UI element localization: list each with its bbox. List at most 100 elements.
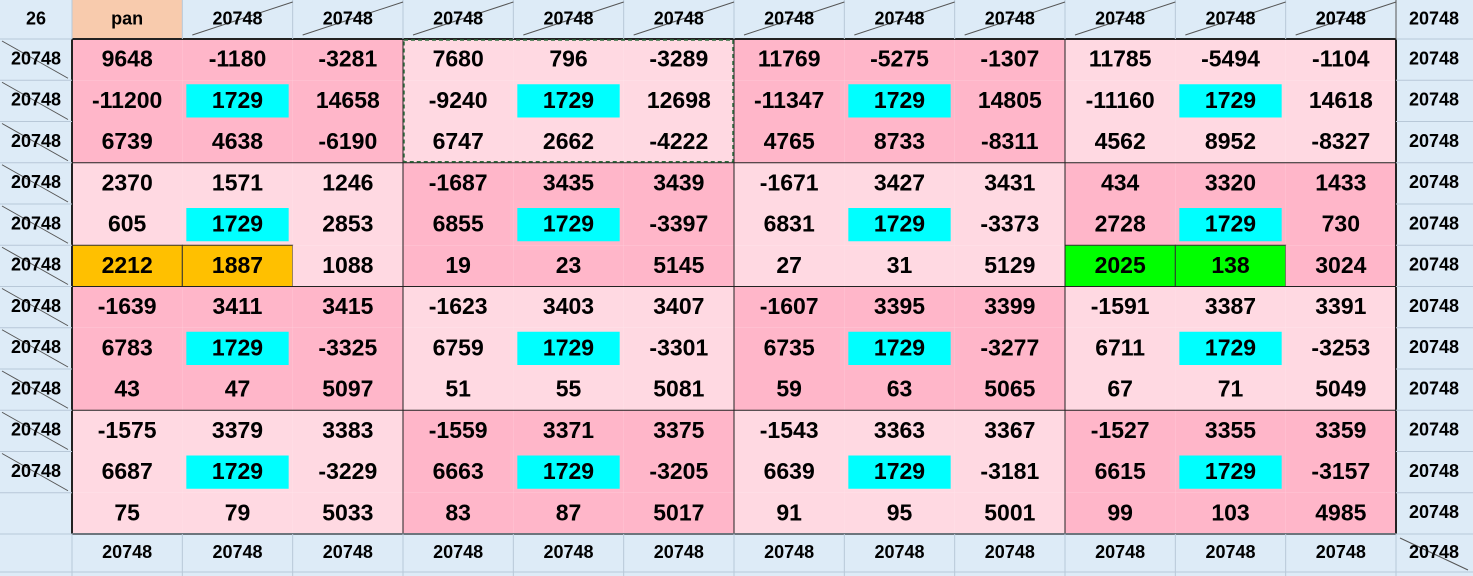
cell-value: 6783: [102, 334, 153, 360]
cell-bg: [623, 39, 734, 81]
cell-value: 55: [556, 376, 582, 402]
diagonal: [1, 453, 69, 492]
cell-value: 63: [887, 376, 913, 402]
cell-bg: [954, 410, 1065, 452]
cell-value: -3373: [980, 211, 1039, 237]
cell-value: 9648: [102, 46, 153, 72]
cell-bg: [848, 84, 951, 118]
diagonal: [523, 1, 624, 36]
diagonal: [1074, 1, 1176, 36]
column-header: 20748: [433, 8, 483, 28]
cell-value: -3281: [318, 46, 377, 72]
cell-value: -4222: [649, 128, 708, 154]
cell-bg: [734, 410, 845, 452]
cell-bg: [1179, 455, 1282, 489]
cell-bg: [182, 492, 293, 534]
cell-bg: [186, 84, 289, 118]
cell-bg: [734, 286, 845, 328]
cell-bg: [182, 162, 293, 204]
column-header: 20748: [1095, 8, 1145, 28]
cell-value: 6711: [1095, 334, 1145, 360]
cell-bg: [1175, 162, 1286, 204]
cell-bg: [954, 162, 1065, 204]
column-header: 20748: [1316, 8, 1366, 28]
diagonal: [192, 1, 293, 36]
cell-value: 2212: [102, 252, 153, 278]
cell-bg: [292, 492, 403, 534]
column-header: 20748: [323, 8, 373, 28]
cell-value: -1639: [98, 293, 157, 319]
cell-bg: [292, 121, 403, 163]
diagonal: [1399, 537, 1469, 571]
cell-value: 11785: [1089, 46, 1152, 72]
cell-value: 5017: [653, 499, 704, 525]
cell-value: -1575: [98, 417, 157, 443]
cell-bg: [403, 369, 514, 411]
cell-bg: [517, 455, 620, 489]
cell-bg: [1175, 39, 1286, 81]
cell-bg: [292, 327, 403, 369]
cell-value: 5033: [322, 499, 373, 525]
cell-value: 8733: [874, 128, 925, 154]
cell-bg: [848, 331, 951, 365]
cell-value: -8327: [1311, 128, 1370, 154]
cell-value: 3367: [984, 417, 1035, 443]
cell-bg: [844, 369, 955, 411]
cell-value: 99: [1107, 499, 1133, 525]
cell-value: 3359: [1315, 417, 1366, 443]
diagonal: [1185, 1, 1286, 36]
diagonal: [743, 1, 845, 36]
cell-bg: [623, 121, 734, 163]
cell-bg: [72, 80, 183, 122]
cell-value: 3383: [322, 417, 373, 443]
cell-value: 3395: [874, 293, 925, 319]
cell-bg: [844, 121, 955, 163]
cell-value: -3277: [980, 334, 1039, 360]
cell-bg: [1065, 80, 1176, 122]
cell-value: 2853: [322, 211, 373, 237]
right-header: 20748: [1409, 90, 1459, 110]
cell-value: 5049: [1315, 376, 1366, 402]
row-header: 20748: [11, 296, 61, 316]
cell-value: 3431: [984, 169, 1035, 195]
diagonal: [1295, 1, 1397, 36]
cell-value: 1729: [543, 334, 594, 360]
cell-value: 1088: [322, 252, 373, 278]
cell-bg: [623, 451, 734, 493]
cell-bg: [734, 39, 845, 81]
cell-bg: [292, 39, 403, 81]
header-bg: [0, 0, 72, 576]
cell-value: 83: [445, 499, 471, 525]
cell-value: 4638: [212, 128, 263, 154]
diagonal: [1, 370, 69, 409]
cell-value: 138: [1211, 252, 1250, 278]
cell-bg: [72, 492, 183, 534]
diagonal: [1, 164, 69, 203]
cell-value: -1543: [760, 417, 819, 443]
cell-bg: [623, 80, 734, 122]
cell-bg: [1065, 327, 1176, 369]
cell-bg: [623, 245, 734, 287]
cell-value: 1729: [543, 211, 594, 237]
right-header: 20748: [1409, 378, 1459, 398]
cell-value: 2025: [1095, 252, 1146, 278]
right-header: 20748: [1409, 172, 1459, 192]
cell-bg: [403, 162, 514, 204]
cell-bg: [292, 410, 403, 452]
cell-bg: [72, 121, 183, 163]
cell-value: 1729: [212, 211, 263, 237]
cell-bg: [734, 204, 845, 246]
cell-bg: [292, 162, 403, 204]
cell-bg: [844, 410, 955, 452]
cell-value: 3427: [874, 169, 925, 195]
column-header: 20748: [1316, 8, 1366, 28]
column-header: 20748: [654, 8, 704, 28]
cell-bg: [1285, 245, 1396, 287]
cell-value: -1671: [760, 169, 819, 195]
cell-value: 605: [108, 211, 147, 237]
cell-bg: [1174, 244, 1287, 287]
cell-bg: [1065, 492, 1176, 534]
cell-bg: [1285, 327, 1396, 369]
cell-bg: [623, 286, 734, 328]
